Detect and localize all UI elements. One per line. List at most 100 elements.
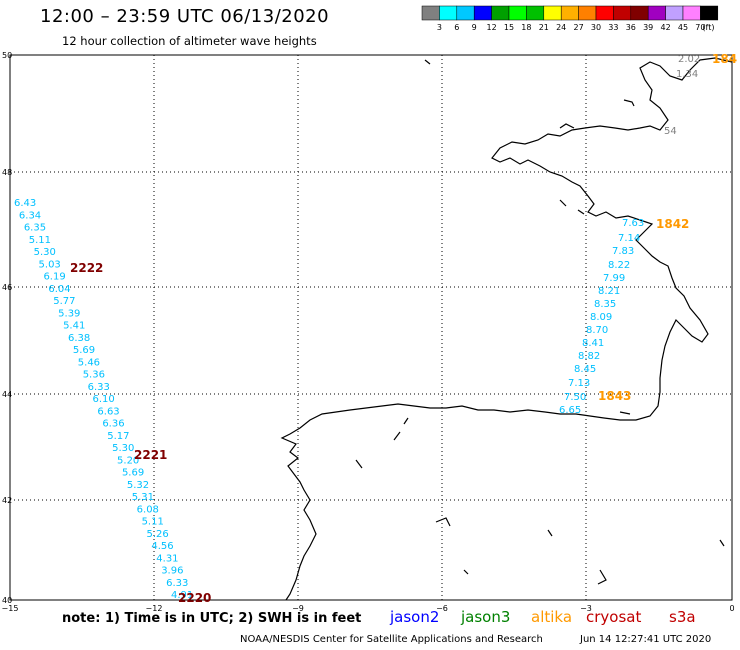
swh-value: 1.34 <box>676 69 698 80</box>
swh-value: 6.04 <box>48 284 70 295</box>
swh-value: 7.63 <box>622 218 644 229</box>
colorbar-swatch <box>595 5 614 21</box>
colorbar-swatch <box>456 5 475 21</box>
swh-value: 4.91 <box>171 590 193 601</box>
swh-value: 7.99 <box>603 273 625 284</box>
swh-value: 5.30 <box>112 443 134 454</box>
swh-value: 5.32 <box>127 480 149 491</box>
colorbar-tick: 36 <box>626 23 636 32</box>
colorbar-swatch <box>439 5 458 21</box>
lat-tick-label: 48 <box>2 168 12 177</box>
swh-value: 7.14 <box>618 233 640 244</box>
colorbar-swatch <box>560 5 579 21</box>
colorbar-swatch <box>700 5 719 21</box>
swh-value: 5.17 <box>107 431 129 442</box>
swh-track-labels: 6.436.346.355.115.305.036.196.045.775.39… <box>14 52 737 605</box>
colorbar-swatch <box>473 5 492 21</box>
swh-value: 5.11 <box>29 235 51 246</box>
swh-value: 8.35 <box>594 299 616 310</box>
generation-timestamp: Jun 14 12:27:41 UTC 2020 <box>580 634 712 645</box>
pass-time-label: 184 <box>712 52 737 66</box>
swh-value: 6.43 <box>14 198 36 209</box>
swh-value: 6.08 <box>137 504 159 515</box>
coastline <box>280 57 733 601</box>
colorbar-swatch <box>491 5 510 21</box>
lon-tick-label: −9 <box>292 604 304 613</box>
swh-value: 6.33 <box>166 578 188 589</box>
colorbar-swatch <box>647 5 666 21</box>
axis-labels: −15 −12 −9 −6 −3 0 50 48 46 44 42 40 <box>2 51 735 613</box>
graticule <box>10 55 732 600</box>
swh-value: 4.56 <box>151 541 173 552</box>
swh-value: 7.13 <box>568 378 590 389</box>
swh-value: 6.63 <box>97 406 119 417</box>
colorbar-swatch <box>508 5 527 21</box>
swh-value: 5.20 <box>117 455 139 466</box>
page-title: 12:00 – 23:59 UTC 06/13/2020 <box>40 6 330 27</box>
colorbar-unit: (ft) <box>702 23 714 32</box>
colorbar-swatch <box>421 5 440 21</box>
colorbar-swatch <box>613 5 632 21</box>
legend-satellite-jason3: jason3 <box>461 608 511 626</box>
swh-value: 5.46 <box>78 357 100 368</box>
colorbar-swatch <box>630 5 649 21</box>
lon-tick-label: 0 <box>729 604 734 613</box>
swh-value: 5.77 <box>53 296 75 307</box>
colorbar: 3 6 9 12 15 18 21 24 27 30 33 36 39 42 45 70(ft) <box>421 5 719 32</box>
lat-tick-label: 40 <box>2 596 12 605</box>
swh-value: 6.34 <box>19 210 41 221</box>
colorbar-tick: 6 <box>454 23 459 32</box>
colorbar-tick: 39 <box>643 23 653 32</box>
swh-value: 5.30 <box>34 247 56 258</box>
swh-value: 6.33 <box>88 382 110 393</box>
colorbar-swatch <box>578 5 597 21</box>
swh-value: 5.26 <box>146 529 168 540</box>
legend-satellite-cryosat: cryosat <box>586 608 642 626</box>
colorbar-swatch <box>665 5 684 21</box>
swh-value: 8.22 <box>608 260 630 271</box>
lat-tick-label: 42 <box>2 496 12 505</box>
pass-time-label: 2222 <box>70 261 103 275</box>
lat-tick-label: 46 <box>2 283 12 292</box>
colorbar-tick: 30 <box>591 23 601 32</box>
legend-satellite-jason2: jason2 <box>390 608 440 626</box>
colorbar-tick: 9 <box>472 23 477 32</box>
swh-value: 6.36 <box>102 419 124 430</box>
colorbar-tick: 3 <box>437 23 442 32</box>
swh-value: 8.45 <box>574 364 596 375</box>
lon-tick-label: −3 <box>580 604 592 613</box>
colorbar-tick: 15 <box>504 23 514 32</box>
legend-satellite-s3a: s3a <box>669 608 696 626</box>
lon-tick-label: −6 <box>436 604 448 613</box>
colorbar-swatch <box>682 5 701 21</box>
swh-value: 7.50 <box>564 392 586 403</box>
swh-value: 5.03 <box>39 259 61 270</box>
swh-value: 6.38 <box>68 333 90 344</box>
swh-value: 8.21 <box>598 286 620 297</box>
pass-time-label: 2220 <box>178 591 211 605</box>
map-frame <box>9 54 733 601</box>
colorbar-tick: 42 <box>661 23 671 32</box>
swh-value: 5.39 <box>58 308 80 319</box>
swh-value: 2.02 <box>678 54 700 65</box>
lat-tick-label: 50 <box>2 51 12 60</box>
colorbar-tick: 70 <box>695 23 705 32</box>
colorbar-swatch <box>526 5 545 21</box>
lon-tick-label: −12 <box>146 604 163 613</box>
swh-value: 4.31 <box>156 553 178 564</box>
swh-value: 5.31 <box>132 492 154 503</box>
colorbar-tick: 12 <box>487 23 497 32</box>
colorbar-tick: 18 <box>521 23 531 32</box>
colorbar-swatch <box>543 5 562 21</box>
swh-value: 5.69 <box>122 468 144 479</box>
colorbar-tick: 45 <box>678 23 688 32</box>
swh-value: 6.35 <box>24 223 46 234</box>
swh-value: 3.96 <box>161 566 183 577</box>
swh-value: 5.41 <box>63 321 85 332</box>
swh-value: 54 <box>664 126 677 137</box>
swh-value: 8.41 <box>582 338 604 349</box>
swh-value: 7.83 <box>612 246 634 257</box>
colorbar-tick: 33 <box>608 23 618 32</box>
colorbar-tick: 24 <box>556 23 566 32</box>
